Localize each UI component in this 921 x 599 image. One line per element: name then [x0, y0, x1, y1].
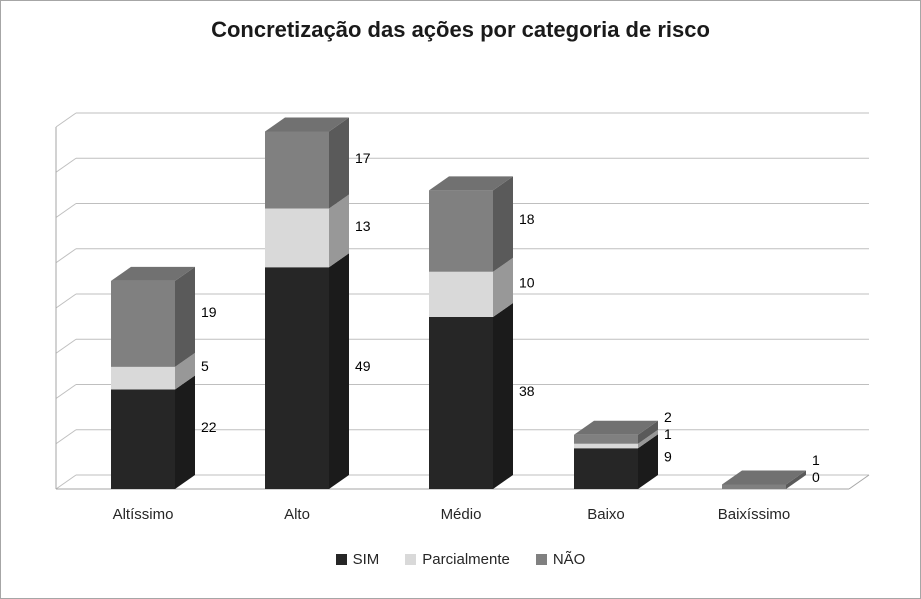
legend-label: SIM	[352, 551, 380, 568]
bar-segment-SIM-Altíssimo	[111, 389, 175, 489]
bar-side-NÃO-Baixo	[638, 420, 658, 444]
bar-side-NÃO-Baixíssimo	[786, 470, 806, 489]
bar-top-NÃO-Alto	[265, 117, 349, 132]
data-label: 9	[664, 449, 672, 465]
bar-segment-Parcialmente-Médio	[429, 271, 493, 318]
bar-side-SIM-Baixo	[638, 434, 658, 489]
category-label: Altíssimo	[113, 506, 174, 523]
category-label: Médio	[441, 506, 482, 523]
bar-segment-NÃO-Baixo	[574, 434, 638, 444]
legend-label: NÃO	[552, 551, 586, 568]
bar-segment-Parcialmente-Alto	[265, 208, 329, 268]
bar-side-Parcialmente-Alto	[329, 194, 349, 268]
data-label: 18	[519, 211, 535, 227]
legend-item-1: Parcialmente	[405, 551, 510, 568]
bar-segment-SIM-Alto	[265, 267, 329, 489]
legend-swatch	[405, 554, 417, 565]
gridline-diagonal	[55, 248, 77, 264]
chart-legend: SIM Parcialmente NÃO	[1, 551, 920, 568]
bar-top-NÃO-Médio	[429, 176, 513, 191]
legend-swatch	[335, 554, 347, 565]
gridline-diagonal	[55, 112, 77, 128]
bar-side-Parcialmente-Baixo	[638, 429, 658, 449]
bar-top-NÃO-Altíssimo	[111, 266, 195, 281]
bar-segment-Parcialmente-Altíssimo	[111, 366, 175, 390]
legend-label: Parcialmente	[422, 551, 510, 568]
gridline-diagonal	[55, 429, 77, 445]
legend-item-2: NÃO	[535, 551, 586, 568]
category-label: Baixíssimo	[718, 506, 791, 523]
data-label: 2	[664, 409, 672, 425]
bar-segment-SIM-Médio	[429, 317, 493, 489]
data-label: 0	[812, 469, 820, 485]
bar-segment-NÃO-Altíssimo	[111, 280, 175, 367]
data-label: 22	[201, 419, 217, 435]
chart-title: Concretização das ações por categoria de…	[211, 17, 710, 42]
data-label: 17	[355, 150, 371, 166]
bar-side-SIM-Alto	[329, 253, 349, 489]
gridline-diagonal	[55, 474, 77, 490]
data-label: 49	[355, 358, 371, 374]
category-label: Alto	[284, 506, 310, 523]
data-label: 19	[201, 304, 217, 320]
gridline-diagonal	[55, 203, 77, 218]
gridline-diagonal	[55, 338, 77, 354]
bar-side-SIM-Médio	[493, 303, 513, 489]
gridline-diagonal	[55, 384, 77, 399]
bar-side-Parcialmente-Médio	[493, 257, 513, 318]
bar-segment-NÃO-Alto	[265, 131, 329, 209]
bar-side-NÃO-Médio	[493, 176, 513, 272]
bar-top-NÃO-Baixo	[574, 420, 658, 435]
bar-segment-NÃO-Médio	[429, 190, 493, 272]
data-label: 5	[201, 358, 209, 374]
data-label: 13	[355, 218, 371, 234]
bar-segment-Parcialmente-Baixo	[574, 443, 638, 449]
bar-side-SIM-Altíssimo	[175, 375, 195, 489]
data-label: 38	[519, 383, 535, 399]
data-label: 1	[664, 426, 672, 442]
bar-segment-SIM-Baixo	[574, 448, 638, 489]
legend-swatch	[535, 554, 547, 565]
bar-side-NÃO-Alto	[329, 117, 349, 209]
bar-side-Parcialmente-Altíssimo	[175, 352, 195, 390]
bar-segment-NÃO-Baixíssimo	[722, 484, 786, 489]
gridline-diagonal	[55, 293, 77, 309]
legend-item-0: SIM	[335, 551, 380, 568]
floor-right-edge	[848, 474, 870, 490]
bar-side-NÃO-Altíssimo	[175, 266, 195, 367]
gridline-diagonal	[55, 157, 77, 173]
data-label: 10	[519, 274, 535, 290]
data-label: 1	[812, 452, 820, 468]
bar-top-NÃO-Baixíssimo	[722, 470, 806, 485]
category-label: Baixo	[587, 506, 625, 523]
